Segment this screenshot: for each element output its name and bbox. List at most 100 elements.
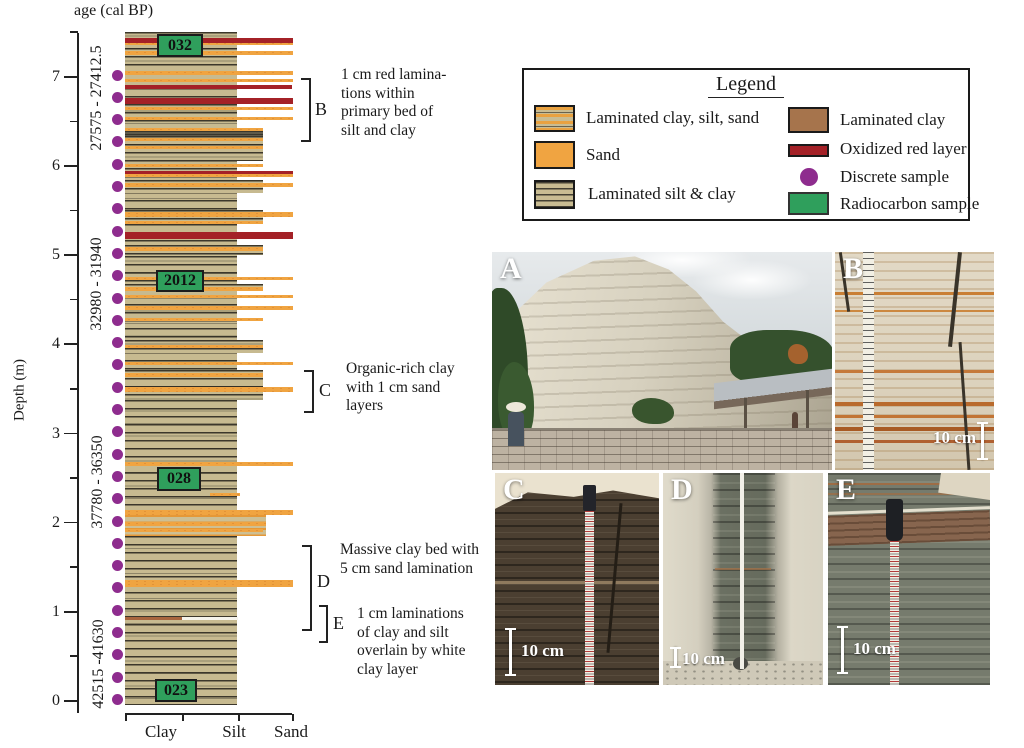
photo-c-scale-bar — [505, 628, 516, 676]
photo-c-label: C — [503, 473, 525, 506]
discrete-sample-dot — [111, 270, 123, 282]
discrete-sample-dot — [111, 91, 123, 103]
photo-c-measuring-tape — [585, 511, 594, 685]
discrete-sample-dot — [111, 136, 123, 148]
discrete-sample-dot — [111, 604, 123, 616]
age-range-label: 32980 - 31940 — [88, 237, 105, 331]
photo-d-laminations — [713, 473, 775, 685]
annotation-text-line: overlain by white — [357, 642, 466, 660]
strat-layer-red — [125, 232, 293, 239]
annotation-bracket-b — [301, 78, 311, 142]
strat-layer-darklam — [125, 131, 263, 136]
legend-label: Laminated clay, silt, sand — [586, 108, 760, 127]
depth-tick-label: 5 — [52, 246, 60, 264]
annotation-text-line: Massive clay bed with — [340, 541, 480, 558]
strat-layer-red — [125, 38, 293, 43]
strat-layer-sand — [125, 79, 293, 82]
photo-b-orange-band — [835, 440, 994, 443]
strat-layer-red — [125, 171, 293, 174]
photo-a-person-hat — [506, 402, 526, 412]
discrete-sample-dot — [111, 292, 123, 304]
annotation-bracket-c — [304, 370, 314, 413]
grain-size-label: Clay — [144, 722, 178, 741]
strat-layer-sand — [125, 164, 263, 167]
discrete-sample-dot — [111, 181, 123, 192]
legend-label: Laminated clay — [840, 110, 946, 129]
photo-b-orange-band — [835, 370, 994, 373]
strat-layer-sand — [125, 295, 293, 298]
strat-layer-sand — [125, 362, 293, 365]
photo-a-label: A — [500, 252, 522, 285]
photo-a-bush-center — [632, 398, 674, 424]
photo-panel-b: 10 cm B — [835, 252, 994, 470]
discrete-sample-dot — [111, 426, 123, 438]
depth-major-tick — [64, 76, 78, 78]
strat-layer-sand — [125, 306, 293, 310]
photo-e-label: E — [836, 473, 857, 506]
depth-minor-tick — [70, 120, 78, 123]
photo-b-orange-band — [835, 402, 994, 406]
legend-swatch-laminated-silt-clay-icon — [534, 180, 575, 209]
radiocarbon-sample-box: 2012 — [156, 270, 204, 292]
legend-label: Oxidized red layer — [840, 139, 967, 158]
discrete-sample-dot — [111, 203, 123, 215]
depth-minor-tick — [70, 655, 78, 657]
strat-layer-sand — [125, 221, 263, 224]
radiocarbon-sample-box: 023 — [155, 679, 197, 702]
strat-layer-sand — [125, 277, 293, 280]
annotation-text-c: Organic-rich clay with 1 cm sand layers — [346, 360, 496, 416]
radiocarbon-sample-box: 032 — [157, 34, 203, 57]
discrete-sample-dot — [111, 404, 123, 415]
strat-layer-sand — [125, 318, 263, 321]
photo-panel-e: 10 cm E — [828, 473, 990, 685]
legend-box: Legend Laminated clay, silt, sand Sand L… — [522, 68, 979, 221]
depth-minor-tick — [70, 477, 78, 479]
depth-axis-line — [77, 33, 79, 713]
photo-a-autumn-tree — [788, 344, 808, 364]
depth-minor-tick — [70, 31, 78, 33]
photo-b-measuring-tape — [863, 252, 874, 470]
annotation-letter-e: E — [333, 613, 344, 633]
strat-layer-white — [182, 617, 238, 620]
depth-major-tick — [64, 165, 78, 167]
photo-panel-a: A — [492, 252, 832, 470]
discrete-sample-dot — [111, 671, 123, 683]
annotation-letter-d: D — [317, 571, 330, 591]
strat-layer-sand — [125, 522, 266, 526]
depth-major-tick — [64, 432, 78, 435]
annotation-text-b: 1 cm red lamina-tions within primary bed … — [341, 66, 486, 140]
photo-d-scale-label: 10 cm — [682, 649, 725, 668]
strat-layer-sand — [210, 493, 240, 496]
grain-axis-tick — [182, 714, 184, 721]
strat-layer-sand — [125, 183, 293, 187]
strat-layer-sand — [125, 212, 293, 217]
annotation-bracket-d — [302, 545, 312, 631]
strat-layer-sand — [125, 174, 293, 177]
age-range-label: 37780 - 36350 — [89, 435, 106, 529]
depth-tick-label: 2 — [52, 513, 60, 531]
strat-layer-sand — [125, 247, 263, 251]
photo-a-brick-foreground — [492, 428, 832, 470]
photo-d-ruler — [740, 473, 744, 669]
photo-b-scale-label: 10 cm — [933, 428, 976, 447]
age-range-label: 42515 -41630 — [90, 619, 107, 709]
strat-layer-red — [125, 98, 293, 104]
strat-layer-sand — [125, 345, 263, 348]
grain-size-label: Sand — [274, 722, 308, 741]
legend-label: Discrete sample — [840, 167, 950, 186]
depth-tick-label: 3 — [52, 424, 60, 442]
annotation-letter-c: C — [319, 380, 332, 400]
discrete-sample-dot — [111, 649, 123, 661]
strat-layer-sand — [125, 128, 263, 131]
grain-axis-tick — [238, 714, 240, 721]
discrete-sample-dot — [111, 448, 123, 460]
depth-minor-tick — [70, 209, 78, 212]
photo-c-tape-case — [583, 485, 596, 511]
depth-minor-tick — [70, 388, 78, 390]
strat-layer-sand — [125, 107, 293, 110]
photo-e-orange-lamination — [828, 483, 990, 485]
discrete-sample-dot — [111, 560, 123, 572]
discrete-sample-dot — [111, 69, 123, 81]
annotation-text-line: with 1 cm sand — [346, 378, 441, 396]
annotation-bracket-e — [319, 605, 328, 643]
